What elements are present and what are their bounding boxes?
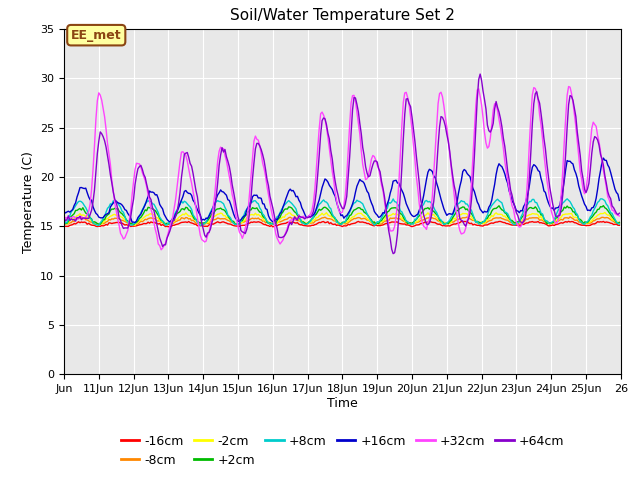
+2cm bbox=[616, 219, 623, 225]
-16cm bbox=[79, 219, 86, 225]
+16cm bbox=[540, 188, 548, 194]
-2cm bbox=[97, 221, 104, 227]
+8cm bbox=[348, 205, 355, 211]
-2cm bbox=[348, 215, 355, 221]
+8cm bbox=[196, 223, 204, 228]
+2cm bbox=[540, 216, 548, 222]
-2cm bbox=[540, 217, 548, 223]
Line: -8cm: -8cm bbox=[64, 217, 620, 225]
-16cm bbox=[614, 222, 621, 228]
-2cm bbox=[614, 219, 621, 225]
+64cm bbox=[476, 71, 484, 77]
+2cm bbox=[348, 212, 355, 218]
-2cm bbox=[79, 212, 86, 218]
Line: +32cm: +32cm bbox=[64, 86, 620, 250]
+64cm bbox=[616, 210, 623, 216]
-8cm bbox=[79, 216, 86, 222]
+8cm bbox=[563, 196, 571, 202]
-16cm bbox=[60, 223, 68, 229]
+64cm bbox=[60, 214, 68, 220]
-16cm bbox=[564, 218, 572, 224]
-8cm bbox=[60, 221, 68, 227]
Title: Soil/Water Temperature Set 2: Soil/Water Temperature Set 2 bbox=[230, 9, 455, 24]
-8cm bbox=[348, 217, 355, 223]
-8cm bbox=[458, 216, 465, 221]
Line: +16cm: +16cm bbox=[64, 158, 620, 223]
+32cm bbox=[614, 213, 621, 218]
+64cm bbox=[346, 154, 353, 160]
+2cm bbox=[614, 220, 621, 226]
+32cm bbox=[348, 100, 355, 106]
+16cm bbox=[97, 215, 104, 221]
+2cm bbox=[60, 222, 68, 228]
+64cm bbox=[458, 217, 465, 223]
+32cm bbox=[540, 151, 548, 157]
-16cm bbox=[269, 224, 276, 230]
+32cm bbox=[616, 213, 623, 219]
-2cm bbox=[131, 222, 139, 228]
+32cm bbox=[458, 231, 465, 237]
+16cm bbox=[60, 208, 68, 214]
+8cm bbox=[616, 221, 623, 227]
X-axis label: Time: Time bbox=[327, 397, 358, 410]
+8cm bbox=[614, 220, 621, 226]
-16cm bbox=[348, 221, 355, 227]
-16cm bbox=[97, 224, 104, 229]
-8cm bbox=[566, 214, 574, 220]
-8cm bbox=[131, 222, 139, 228]
+32cm bbox=[60, 216, 68, 222]
+16cm bbox=[600, 155, 607, 161]
+16cm bbox=[348, 205, 355, 211]
+32cm bbox=[564, 84, 572, 89]
+8cm bbox=[60, 222, 68, 228]
+32cm bbox=[97, 92, 104, 98]
+64cm bbox=[541, 146, 549, 152]
-8cm bbox=[97, 221, 104, 227]
Line: -16cm: -16cm bbox=[64, 221, 620, 227]
-16cm bbox=[458, 218, 465, 224]
+64cm bbox=[97, 129, 104, 135]
Line: +64cm: +64cm bbox=[64, 74, 620, 253]
+8cm bbox=[540, 216, 548, 221]
Line: -2cm: -2cm bbox=[64, 213, 620, 225]
+32cm bbox=[157, 247, 165, 252]
+2cm bbox=[130, 222, 138, 228]
+8cm bbox=[458, 198, 465, 204]
Legend: -16cm, -8cm, -2cm, +2cm, +8cm, +16cm, +32cm, +64cm: -16cm, -8cm, -2cm, +2cm, +8cm, +16cm, +3… bbox=[116, 430, 569, 472]
-8cm bbox=[614, 220, 621, 226]
+64cm bbox=[614, 212, 621, 217]
+16cm bbox=[616, 198, 623, 204]
+16cm bbox=[79, 185, 86, 191]
-8cm bbox=[616, 220, 623, 226]
+2cm bbox=[600, 203, 607, 208]
+2cm bbox=[97, 221, 104, 227]
+64cm bbox=[389, 251, 397, 256]
-2cm bbox=[458, 212, 465, 217]
-2cm bbox=[60, 221, 68, 227]
Text: EE_met: EE_met bbox=[71, 29, 122, 42]
+32cm bbox=[79, 215, 86, 221]
-16cm bbox=[616, 222, 623, 228]
-8cm bbox=[540, 219, 548, 225]
-16cm bbox=[540, 220, 548, 226]
+16cm bbox=[458, 178, 465, 183]
Y-axis label: Temperature (C): Temperature (C) bbox=[22, 151, 35, 252]
-2cm bbox=[616, 220, 623, 226]
Line: +2cm: +2cm bbox=[64, 205, 620, 225]
+2cm bbox=[79, 205, 86, 211]
+64cm bbox=[79, 215, 86, 221]
Line: +8cm: +8cm bbox=[64, 199, 620, 226]
+16cm bbox=[614, 192, 621, 197]
+2cm bbox=[458, 205, 465, 211]
-2cm bbox=[601, 210, 609, 216]
+8cm bbox=[79, 200, 86, 206]
+16cm bbox=[131, 220, 139, 226]
+8cm bbox=[97, 220, 104, 226]
